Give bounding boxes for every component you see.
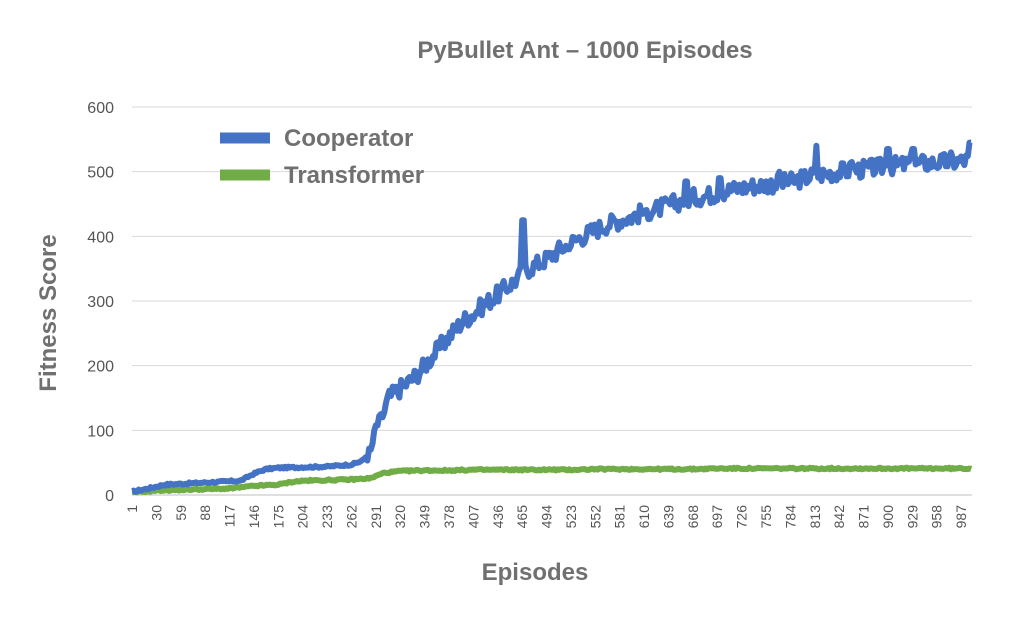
legend: Cooperator Transformer: [220, 125, 424, 189]
x-tick-label: 407: [465, 505, 481, 529]
x-tick-label: 465: [514, 505, 530, 529]
x-tick-label: 581: [612, 505, 628, 529]
x-tick-label: 233: [319, 505, 335, 529]
legend-label-cooperator: Cooperator: [284, 125, 413, 152]
x-tick-label: 726: [734, 505, 750, 529]
y-tick-label: 500: [87, 165, 114, 182]
x-tick-label: 262: [343, 505, 359, 529]
x-axis-title: Episodes: [482, 559, 589, 586]
x-tick-label: 378: [441, 505, 457, 529]
x-tick-label: 1: [124, 505, 140, 513]
y-tick-labels: 0 100 200 300 400 500 600: [87, 100, 114, 505]
y-tick-label: 600: [87, 100, 114, 117]
series-lines: [130, 139, 973, 496]
x-tick-label: 610: [636, 505, 652, 529]
grid-lines: [132, 106, 972, 496]
x-tick-label: 175: [270, 505, 286, 529]
x-tick-label: 842: [831, 505, 847, 529]
x-tick-label: 639: [660, 505, 676, 529]
y-tick-label: 200: [87, 359, 114, 376]
x-tick-label: 958: [929, 505, 945, 529]
x-tick-labels: 1 30 59 88 117 146 175 204 233 262 291 320 349 378 407…: [124, 505, 969, 529]
x-tick-label: 117: [222, 505, 238, 528]
x-tick-label: 320: [392, 505, 408, 529]
x-tick-label: 494: [539, 505, 555, 529]
x-tick-label: 88: [197, 505, 213, 521]
x-tick-label: 987: [953, 505, 969, 529]
x-tick-label: 291: [368, 505, 384, 529]
x-tick-label: 349: [417, 505, 433, 529]
y-tick-label: 100: [87, 423, 114, 440]
x-tick-label: 552: [587, 505, 603, 529]
x-tick-label: 668: [685, 505, 701, 529]
x-tick-label: 30: [148, 505, 164, 521]
x-tick-label: 755: [758, 505, 774, 529]
x-tick-label: 784: [782, 505, 798, 529]
y-axis-title: Fitness Score: [35, 234, 62, 391]
series-line-transformer: [130, 464, 973, 496]
x-tick-label: 929: [904, 505, 920, 529]
y-tick-label: 0: [105, 488, 114, 505]
x-tick-label: 146: [246, 505, 262, 529]
x-tick-label: 523: [563, 505, 579, 529]
legend-label-transformer: Transformer: [284, 162, 424, 189]
y-tick-label: 400: [87, 229, 114, 246]
x-tick-label: 436: [490, 505, 506, 529]
x-tick-label: 813: [807, 505, 823, 529]
y-tick-label: 300: [87, 294, 114, 311]
series-line-cooperator: [130, 139, 973, 495]
x-tick-label: 871: [856, 505, 872, 529]
x-tick-label: 900: [880, 505, 896, 529]
chart-title: PyBullet Ant – 1000 Episodes: [417, 37, 752, 64]
x-tick-label: 59: [173, 505, 189, 521]
x-tick-label: 204: [295, 505, 311, 529]
x-tick-label: 697: [709, 505, 725, 529]
